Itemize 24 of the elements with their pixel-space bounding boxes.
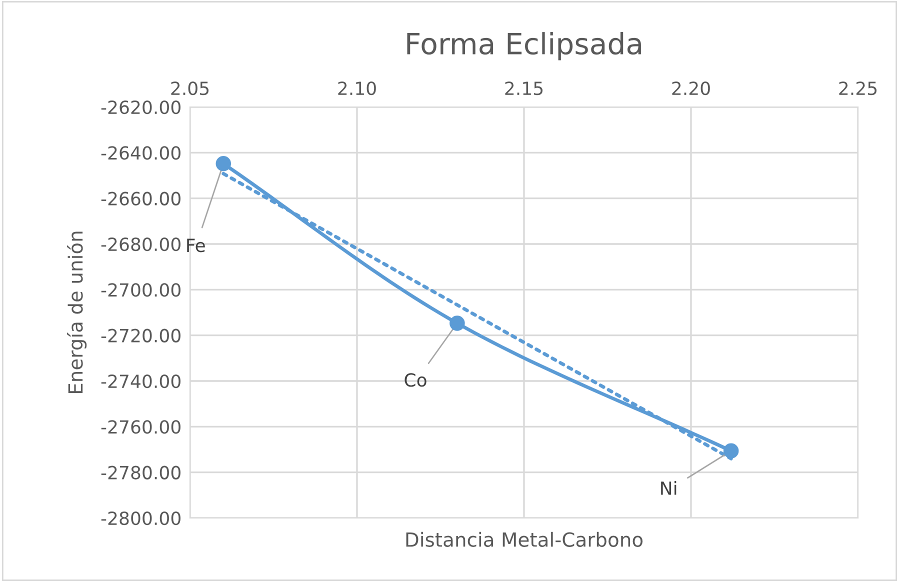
x-tick-label: 2.15 [505, 82, 543, 96]
y-tick-label: -2660.00 [101, 192, 180, 206]
y-axis-title: Energía de unión [67, 232, 87, 394]
y-tick-label: -2740.00 [101, 374, 180, 388]
chart-title: Forma Eclipsada [407, 32, 641, 60]
y-tick-label: -2800.00 [101, 511, 180, 526]
x-tick-label: 2.10 [338, 82, 376, 96]
point [216, 156, 232, 172]
x-tick-label: 2.25 [839, 82, 877, 96]
y-tick-label: -2640.00 [101, 146, 180, 160]
annotation: Co [404, 373, 426, 387]
x-tick-label: 2.05 [171, 82, 209, 96]
y-tick-label: -2760.00 [101, 420, 180, 434]
annotation: Fe [187, 238, 205, 252]
point [450, 316, 465, 331]
point [723, 443, 739, 459]
y-tick-label: -2780.00 [101, 466, 180, 480]
y-tick-label: -2680.00 [101, 237, 180, 252]
x-axis-title: Distancia Metal-Carbono [406, 532, 643, 547]
y-tick-label: -2700.00 [101, 283, 180, 297]
y-tick-label: -2620.00 [101, 100, 180, 114]
annotation: Ni [661, 481, 676, 495]
x-tick-label: 2.20 [672, 82, 710, 96]
y-tick-label: -2720.00 [101, 328, 180, 342]
